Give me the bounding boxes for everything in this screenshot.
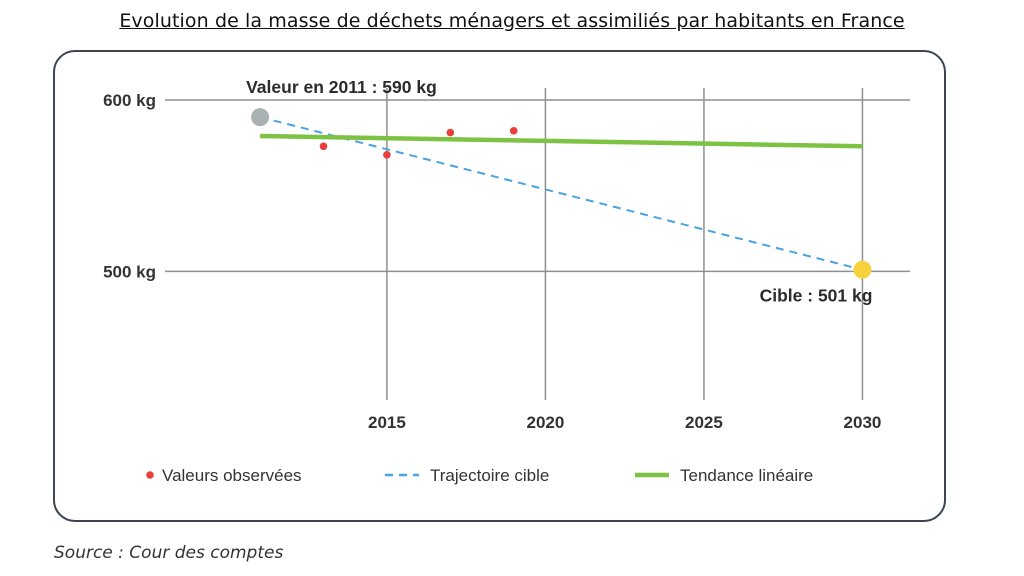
legend-swatch-observed	[146, 471, 154, 479]
y-tick-label: 600 kg	[103, 91, 156, 110]
start-value-marker	[251, 108, 270, 127]
x-tick-label: 2025	[685, 413, 723, 432]
legend-label-target: Trajectoire cible	[430, 466, 549, 485]
source-note: Source : Cour des comptes	[54, 543, 284, 563]
y-tick-labels: 600 kg 500 kg	[103, 91, 156, 281]
x-tick-label: 2020	[527, 413, 565, 432]
legend: Valeurs observées Trajectoire cible Tendan…	[146, 466, 813, 485]
annotation-target-value: Cible : 501 kg	[760, 286, 873, 306]
x-tick-label: 2015	[368, 413, 406, 432]
observed-point	[383, 151, 391, 159]
marker-layer	[251, 108, 872, 279]
legend-label-trend: Tendance linéaire	[680, 466, 813, 485]
chart-title: Evolution de la masse de déchets ménager…	[119, 10, 905, 32]
observed-point	[446, 128, 455, 137]
x-tick-labels: 2015 2020 2025 2030	[368, 413, 881, 432]
target-value-marker	[853, 260, 872, 279]
x-tick-label: 2030	[844, 413, 882, 432]
observed-point	[319, 142, 328, 151]
legend-label-observed: Valeurs observées	[162, 466, 302, 485]
y-tick-label: 500 kg	[103, 262, 156, 281]
linear-trend-line	[260, 133, 863, 149]
annotation-layer: Valeur en 2011 : 590 kg Cible : 501 kg	[246, 77, 872, 306]
observed-point	[509, 127, 518, 135]
chart-frame	[53, 50, 946, 522]
series-layer	[259, 116, 863, 271]
target-trajectory-line	[259, 116, 863, 271]
annotation-start-value: Valeur en 2011 : 590 kg	[246, 77, 437, 97]
